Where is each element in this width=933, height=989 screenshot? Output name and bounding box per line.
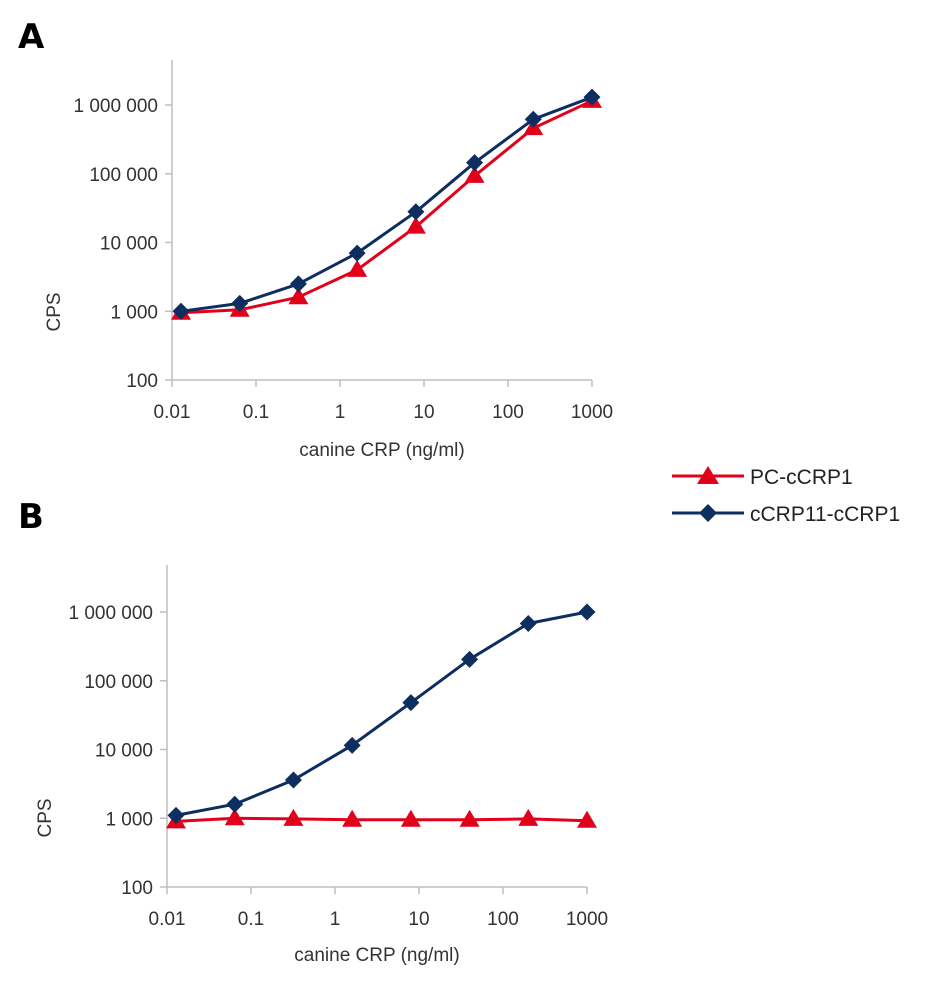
x-tick-label: 1 bbox=[330, 909, 341, 930]
y-tick-label: 10 000 bbox=[100, 234, 158, 255]
y-ticks: 100 1 000 10 000 100 000 1 000 000 bbox=[73, 96, 172, 392]
data-point-pc-ccrp1 bbox=[464, 165, 485, 183]
series-layer bbox=[166, 603, 597, 829]
data-point-pc-ccrp1 bbox=[400, 809, 421, 827]
legend-label: cCRP11-cCRP1 bbox=[750, 503, 900, 526]
legend-triangle-marker bbox=[697, 466, 719, 484]
y-ticks: 100 1 000 10 000 100 000 1 000 000 bbox=[68, 603, 167, 899]
x-tick-label: 100 bbox=[487, 909, 519, 930]
series-line-ccrp11-ccrp1 bbox=[180, 95, 593, 313]
y-tick-label: 100 bbox=[126, 371, 158, 392]
data-point-ccrp11-ccrp1 bbox=[289, 275, 307, 293]
panel-letter-b: B bbox=[18, 497, 44, 537]
data-point-ccrp11-ccrp1 bbox=[343, 736, 361, 754]
y-tick-label: 100 000 bbox=[89, 165, 158, 186]
x-tick-label: 1 bbox=[335, 402, 346, 423]
y-tick-label: 1 000 bbox=[110, 302, 158, 323]
data-point-pc-ccrp1 bbox=[577, 810, 597, 828]
y-tick-label: 10 000 bbox=[95, 741, 153, 762]
x-tick-label: 0.01 bbox=[154, 402, 191, 423]
x-tick-label: 10 bbox=[408, 909, 429, 930]
data-point-ccrp11-ccrp1 bbox=[407, 203, 425, 221]
data-point-ccrp11-ccrp1 bbox=[231, 294, 249, 312]
legend: PC-cCRP1 cCRP11-cCRP1 bbox=[672, 466, 900, 526]
data-point-pc-ccrp1 bbox=[288, 287, 309, 305]
panel-a: A 100 1 000 10 000 100 000 1 000 000 0.01 0.1… bbox=[18, 17, 613, 461]
x-tick-label: 1000 bbox=[566, 909, 608, 930]
x-axis-title: canine CRP (ng/ml) bbox=[294, 945, 459, 966]
data-point-ccrp11-ccrp1 bbox=[524, 110, 542, 128]
x-ticks: 0.01 0.1 1 10 100 1000 bbox=[154, 380, 613, 423]
data-point-ccrp11-ccrp1 bbox=[519, 615, 537, 633]
x-tick-label: 1000 bbox=[571, 402, 613, 423]
panel-letter-a: A bbox=[18, 17, 45, 57]
data-point-ccrp11-ccrp1 bbox=[226, 795, 244, 813]
x-tick-label: 10 bbox=[413, 402, 434, 423]
series-line-ccrp11-ccrp1 bbox=[175, 610, 588, 817]
data-point-ccrp11-ccrp1 bbox=[583, 88, 601, 106]
data-point-pc-ccrp1 bbox=[518, 808, 539, 826]
x-tick-label: 100 bbox=[492, 402, 524, 423]
y-tick-label: 100 000 bbox=[84, 672, 153, 693]
y-tick-label: 1 000 bbox=[105, 809, 153, 830]
x-tick-label: 0.1 bbox=[238, 909, 264, 930]
x-tick-label: 0.1 bbox=[243, 402, 269, 423]
data-point-pc-ccrp1 bbox=[283, 808, 304, 826]
data-point-pc-ccrp1 bbox=[224, 808, 245, 826]
data-point-ccrp11-ccrp1 bbox=[461, 650, 479, 668]
data-point-ccrp11-ccrp1 bbox=[466, 154, 484, 172]
data-point-ccrp11-ccrp1 bbox=[348, 244, 366, 262]
data-point-ccrp11-ccrp1 bbox=[402, 694, 420, 712]
y-tick-label: 1 000 000 bbox=[68, 603, 153, 624]
y-axis-title: CPS bbox=[44, 292, 65, 331]
series-line-pc-ccrp1 bbox=[180, 99, 593, 315]
legend-item-pc-ccrp1: PC-cCRP1 bbox=[672, 466, 853, 489]
data-point-ccrp11-ccrp1 bbox=[172, 302, 190, 320]
legend-item-ccrp11-ccrp1: cCRP11-cCRP1 bbox=[672, 503, 900, 526]
y-tick-label: 100 bbox=[121, 878, 153, 899]
y-tick-label: 1 000 000 bbox=[73, 96, 158, 117]
data-point-pc-ccrp1 bbox=[342, 809, 363, 827]
x-ticks: 0.01 0.1 1 10 100 1000 bbox=[149, 887, 608, 930]
data-point-ccrp11-ccrp1 bbox=[578, 603, 596, 621]
x-axis-title: canine CRP (ng/ml) bbox=[299, 440, 464, 461]
legend-diamond-marker bbox=[699, 504, 717, 522]
data-point-ccrp11-ccrp1 bbox=[167, 806, 185, 824]
legend-label: PC-cCRP1 bbox=[750, 466, 853, 489]
data-point-pc-ccrp1 bbox=[347, 259, 368, 277]
data-point-ccrp11-ccrp1 bbox=[284, 771, 302, 789]
x-tick-label: 0.01 bbox=[149, 909, 186, 930]
data-point-pc-ccrp1 bbox=[405, 216, 426, 234]
y-axis-title: CPS bbox=[35, 798, 56, 837]
series-layer bbox=[171, 88, 602, 320]
panel-b: B 100 1 000 10 000 100 000 1 000 000 0.01 0.1… bbox=[18, 497, 608, 966]
data-point-pc-ccrp1 bbox=[459, 809, 480, 827]
series-line-pc-ccrp1 bbox=[175, 816, 588, 823]
